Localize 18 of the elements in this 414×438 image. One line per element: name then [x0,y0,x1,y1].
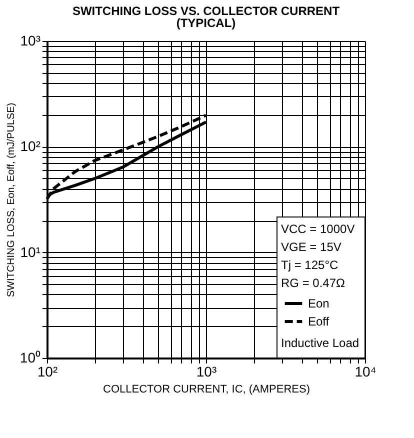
x-axis-title: COLLECTOR CURRENT, IC, (AMPERES) [103,384,310,396]
y-tick-label: 10² [20,138,41,154]
y-axis-title: SWITCHING LOSS, Eon, Eoff, (mJ/PULSE) [6,102,17,298]
annotation: VGE = 15V [281,240,342,254]
annotation: Tj = 125°C [281,258,338,272]
y-tick-label: 10¹ [20,244,41,260]
chart-title: SWITCHING LOSS VS. COLLECTOR CURRENT [72,4,340,18]
y-tick-label: 10³ [20,32,41,48]
chart-subtitle: (TYPICAL) [176,16,236,30]
annotation: Inductive Load [281,336,360,350]
x-tick-label: 10⁴ [354,364,376,380]
annotation: VCC = 1000V [281,222,355,236]
y-tick-label: 10⁰ [20,350,40,366]
x-tick-label: 10² [37,364,58,380]
legend-label: Eon [308,296,330,310]
x-tick-label: 10³ [196,364,217,380]
legend-label: Eoff [308,314,330,328]
annotation: RG = 0.47Ω [281,276,346,290]
